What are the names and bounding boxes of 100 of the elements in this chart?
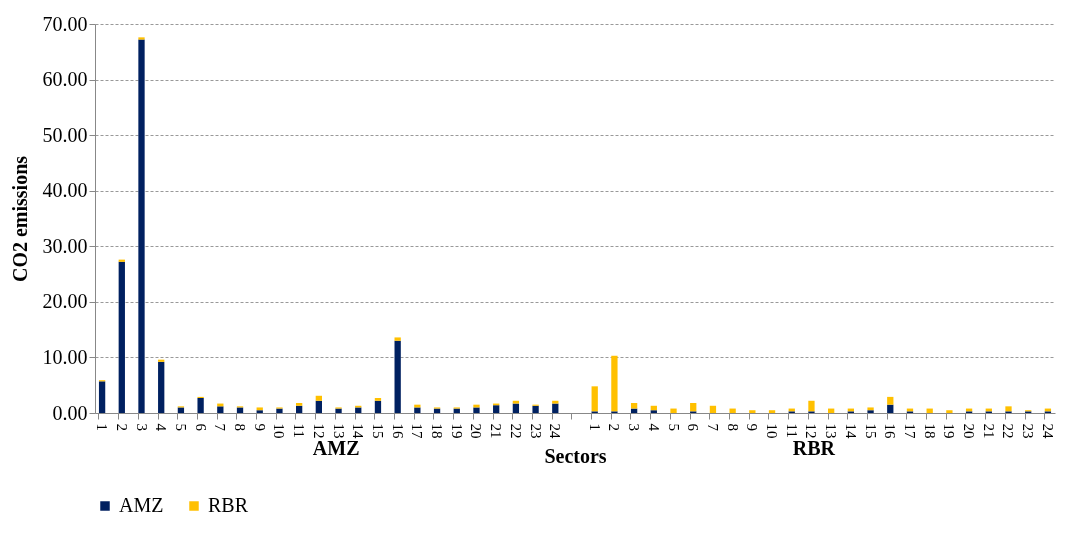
bar: [552, 400, 559, 404]
y-tick-label: 70.00: [42, 12, 88, 35]
x-tick-label: 7: [704, 423, 721, 432]
bar: [118, 261, 125, 413]
bar: [374, 400, 382, 413]
bar: [374, 398, 382, 401]
bar: [276, 408, 283, 413]
x-tick-label: 8: [724, 423, 741, 431]
x-tick-label: 19: [941, 423, 958, 439]
bar: [512, 400, 520, 404]
x-tick-label: 6: [192, 423, 209, 432]
x-tick-label: 9: [251, 423, 268, 431]
bar: [591, 386, 598, 412]
y-tick-label: 40.00: [42, 179, 88, 202]
bar: [512, 403, 520, 413]
x-tick-label: 6: [685, 423, 702, 432]
bar: [138, 37, 145, 40]
x-tick-label: 12: [803, 423, 820, 439]
y-axis-title: CO2 emissions: [8, 155, 31, 283]
bar: [414, 407, 421, 413]
bar: [611, 355, 618, 412]
bar: [295, 403, 303, 406]
bar: [177, 407, 185, 413]
bar: [532, 405, 539, 413]
x-tick-label: 19: [448, 423, 465, 439]
y-tick-label: 50.00: [42, 123, 88, 146]
bar: [315, 395, 322, 401]
x-tick-label: 16: [882, 423, 899, 439]
bar: [98, 381, 106, 413]
text: RBR: [792, 437, 836, 459]
x-tick-label: 14: [350, 423, 367, 439]
x-tick-label: 13: [823, 423, 840, 439]
bar: [355, 407, 362, 413]
bar: [749, 410, 756, 413]
x-tick-label: 24: [547, 423, 564, 439]
bar: [887, 404, 894, 413]
bar: [946, 410, 953, 413]
bar: [197, 398, 204, 413]
x-tick-label: 24: [1039, 423, 1056, 439]
y-tick-label: 60.00: [42, 68, 88, 91]
bar: [650, 410, 657, 413]
x-tick-label: 22: [507, 423, 524, 439]
x-tick-label: 5: [665, 423, 682, 431]
x-tick-label: 4: [153, 423, 170, 432]
x-tick-label: 8: [232, 423, 249, 431]
x-tick-label: 10: [764, 423, 781, 439]
x-tick-label: 3: [626, 423, 643, 431]
x-tick-label: 12: [310, 423, 327, 439]
y-tick-label: 10.00: [42, 345, 88, 368]
legend-label: AMZ: [119, 494, 164, 516]
x-tick-label: 15: [369, 423, 386, 439]
bar: [394, 337, 401, 341]
x-tick-label: 2: [606, 423, 623, 431]
bar: [690, 403, 697, 412]
x-tick-label: 1: [586, 423, 603, 431]
bar: [236, 407, 244, 413]
x-tick-label: 23: [527, 423, 544, 439]
bar: [493, 405, 500, 413]
x-tick-label: 20: [468, 423, 485, 439]
x-tick-label: 18: [429, 423, 446, 439]
x-tick-label: 4: [645, 423, 662, 432]
bar: [295, 405, 303, 413]
x-tick-label: 23: [1020, 423, 1037, 439]
x-tick-label: 21: [980, 423, 997, 439]
y-tick-label: 0.00: [52, 401, 88, 424]
bar: [138, 39, 145, 413]
x-tick-label: 10: [271, 423, 288, 439]
x-tick-label: 11: [291, 423, 308, 438]
x-tick-label: 1: [94, 423, 111, 431]
bar: [217, 406, 224, 413]
y-tick-label: 30.00: [42, 234, 88, 257]
legend-label: RBR: [208, 494, 249, 516]
bar: [394, 340, 401, 413]
x-tick-label: 3: [133, 423, 150, 431]
x-tick-label: 17: [901, 423, 918, 439]
bar: [768, 410, 776, 413]
bar: [729, 408, 736, 413]
x-tick-label: 21: [488, 423, 505, 439]
x-tick-label: 18: [921, 423, 938, 439]
bar: [808, 400, 815, 412]
x-axis-title: Sectors: [544, 444, 607, 467]
bar: [552, 403, 559, 413]
bar: [335, 408, 342, 413]
y-tick-label: 20.00: [42, 290, 88, 313]
x-tick-label: 14: [842, 423, 859, 439]
bar: [473, 407, 480, 413]
x-tick-label: 13: [330, 423, 347, 439]
bar: [887, 396, 894, 405]
x-tick-label: 20: [961, 423, 978, 439]
x-tick-label: 5: [172, 423, 189, 431]
x-tick-label: 22: [1000, 423, 1017, 439]
x-tick-label: 11: [783, 423, 800, 438]
bar: [670, 408, 677, 413]
x-tick-label: 9: [744, 423, 761, 431]
x-tick-label: 15: [862, 423, 879, 439]
x-tick-label: 7: [212, 423, 229, 432]
x-tick-label: 17: [409, 423, 426, 439]
bar: [1005, 406, 1012, 412]
bar: [158, 361, 165, 413]
bar: [315, 400, 322, 413]
